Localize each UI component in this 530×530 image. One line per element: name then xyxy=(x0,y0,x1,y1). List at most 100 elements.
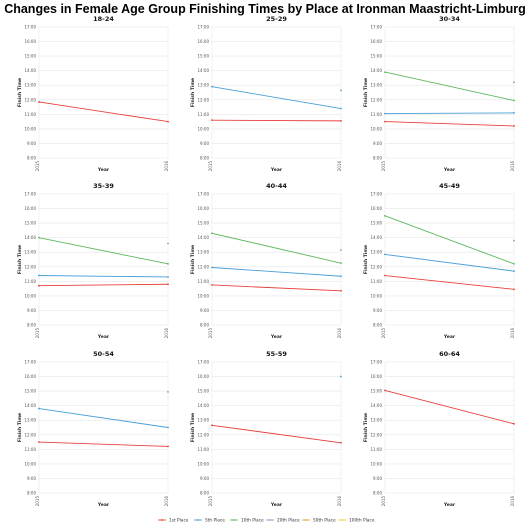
panel-55-59: 55-59 8:00 9:00 10:00 11:00 12:00 13:00 14:00 15… xyxy=(190,350,342,508)
panel-35-39-ytick-label: 17:00 xyxy=(24,192,36,197)
panel-25-29-ytick-label: 12:00 xyxy=(197,97,209,102)
legend-label-100th-place: 100th Place xyxy=(349,518,375,524)
panel-35-39-ytick-label: 14:00 xyxy=(24,235,36,240)
panel-30-34-ylabel: Finish Time xyxy=(363,78,369,107)
panel-40-44-5th-place-line xyxy=(211,267,342,277)
panel-18-24-ytick-label: 15:00 xyxy=(24,54,36,59)
panel-55-59-ytick-label: 11:00 xyxy=(197,447,209,452)
panel-60-64-ytick-label: 13:00 xyxy=(370,418,382,423)
panel-35-39-title: 35-39 xyxy=(93,182,114,190)
panel-60-64-xtick-label: 2015 xyxy=(381,496,386,507)
panel-35-39-10th-place-point xyxy=(167,262,169,265)
panel-45-49-ytick-label: 14:00 xyxy=(370,235,382,240)
panel-45-49: 45-49 8:00 9:00 10:00 11:00 12:00 13:00 14:00 15… xyxy=(363,182,515,340)
panel-45-49-10th-place-point xyxy=(384,214,386,217)
panel-30-34-ytick-label: 9:00 xyxy=(373,141,382,146)
panel-55-59-title: 55-59 xyxy=(266,350,287,358)
panel-50-54-ytick-label: 8:00 xyxy=(27,491,36,496)
chart-title: Changes in Female Age Group Finishing Ti… xyxy=(4,2,526,16)
panel-50-54-xtick-label: 2015 xyxy=(35,496,40,507)
panel-30-34-ytick-label: 16:00 xyxy=(370,39,382,44)
panel-60-64-ytick-label: 15:00 xyxy=(370,389,382,394)
panel-55-59-ytick-label: 9:00 xyxy=(200,476,209,481)
panel-25-29-ytick-label: 15:00 xyxy=(197,54,209,59)
panel-60-64-ytick-label: 10:00 xyxy=(370,461,382,466)
panel-45-49-ytick-label: 9:00 xyxy=(373,308,382,313)
legend-item-5th-place: 5th Place xyxy=(194,518,225,524)
panel-55-59-ytick-label: 15:00 xyxy=(197,389,209,394)
panel-30-34-10th-place-point xyxy=(513,99,515,102)
panel-25-29-1st-place-line xyxy=(211,119,342,122)
panel-30-34-1st-place-line xyxy=(384,121,515,127)
panel-30-34-ytick-label: 15:00 xyxy=(370,54,382,59)
panel-60-64: 60-64 8:00 9:00 10:00 11:00 12:00 13:00 14:00 15… xyxy=(363,350,515,508)
legend-item-1st-place: 1st Place xyxy=(158,518,189,524)
panel-50-54-10th-place-point xyxy=(167,390,169,393)
panel-50-54-ylabel: Finish Time xyxy=(17,413,23,442)
panel-35-39-ytick-label: 8:00 xyxy=(27,323,36,328)
panel-30-34-xlabel: Year xyxy=(443,167,456,173)
legend-item-50th-place: 50th Place xyxy=(302,518,336,524)
legend-label-10th-place: 10th Place xyxy=(241,518,264,524)
panel-30-34-5th-place-point xyxy=(384,112,386,115)
panel-45-49-ytick-label: 10:00 xyxy=(370,293,382,298)
panel-50-54-title: 50-54 xyxy=(93,350,114,358)
panel-60-64-ytick-label: 17:00 xyxy=(370,360,382,365)
panel-18-24-ytick-label: 9:00 xyxy=(27,141,36,146)
panel-40-44-10th-place-point xyxy=(340,262,342,265)
panel-45-49-xtick-label: 2015 xyxy=(381,328,386,339)
panel-40-44-ytick-label: 15:00 xyxy=(197,221,209,226)
panel-60-64-ytick-label: 12:00 xyxy=(370,432,382,437)
panel-50-54-ytick-label: 16:00 xyxy=(24,374,36,379)
panel-30-34-ytick-label: 12:00 xyxy=(370,97,382,102)
panel-35-39-ytick-label: 16:00 xyxy=(24,206,36,211)
panel-35-39-5th-place-point xyxy=(167,276,169,278)
legend-label-1st-place: 1st Place xyxy=(169,518,189,524)
panel-18-24-ytick-label: 16:00 xyxy=(24,39,36,44)
panel-50-54-ytick-label: 12:00 xyxy=(24,432,36,437)
panel-40-44-5th-place-point xyxy=(211,266,213,269)
panel-25-29-ytick-label: 17:00 xyxy=(197,25,209,30)
panel-45-49-20th-place-point xyxy=(513,239,515,242)
panel-45-49-5th-place-point xyxy=(513,270,515,273)
panel-60-64-xtick-label: 2016 xyxy=(510,496,515,507)
legend-label-5th-place: 5th Place xyxy=(205,518,225,524)
panel-25-29-title: 25-29 xyxy=(266,15,287,23)
panel-30-34-5th-place-point xyxy=(513,111,515,114)
panel-45-49-ytick-label: 17:00 xyxy=(370,192,382,197)
panel-45-49-10th-place-line xyxy=(384,215,515,265)
panel-30-34-xtick-label: 2016 xyxy=(510,161,515,172)
panel-45-49-1st-place-point xyxy=(513,288,515,291)
panel-30-34-5th-place-line xyxy=(384,112,515,115)
panel-40-44-1st-place-point xyxy=(211,284,213,286)
panel-60-64-1st-place-point xyxy=(384,389,386,392)
panel-25-29-ytick-label: 16:00 xyxy=(197,39,209,44)
panel-55-59-ytick-label: 13:00 xyxy=(197,418,209,423)
legend-marker-10th-place xyxy=(233,519,235,521)
panel-18-24-xtick-label: 2016 xyxy=(164,161,169,172)
panel-25-29-10th-place-point xyxy=(340,89,342,92)
panel-35-39-xlabel: Year xyxy=(97,334,110,340)
panel-45-49-ytick-label: 16:00 xyxy=(370,206,382,211)
panel-35-39: 35-39 8:00 9:00 10:00 11:00 12:00 13:00 14:00 15… xyxy=(17,182,169,340)
panel-18-24-ytick-label: 10:00 xyxy=(24,126,36,131)
panel-45-49-ylabel: Finish Time xyxy=(363,245,369,274)
panel-50-54-ytick-label: 15:00 xyxy=(24,389,36,394)
panel-35-39-10th-place-line xyxy=(38,237,169,265)
panel-50-54-xtick-label: 2016 xyxy=(164,496,169,507)
panel-25-29-ytick-label: 9:00 xyxy=(200,141,209,146)
panel-25-29: 25-29 8:00 9:00 10:00 11:00 12:00 13:00 14:00 15… xyxy=(190,15,342,173)
panel-18-24-xtick-label: 2015 xyxy=(35,161,40,172)
panel-25-29-ytick-label: 8:00 xyxy=(200,156,209,161)
panel-40-44-xlabel: Year xyxy=(270,334,283,340)
legend-item-10th-place: 10th Place xyxy=(230,518,264,524)
panel-55-59-ytick-label: 12:00 xyxy=(197,432,209,437)
panel-50-54-1st-place-line xyxy=(38,441,169,447)
panel-25-29-1st-place-point xyxy=(340,119,342,122)
panel-40-44: 40-44 8:00 9:00 10:00 11:00 12:00 13:00 14:00 15… xyxy=(190,182,342,340)
panel-50-54-5th-place-line xyxy=(38,408,169,428)
panel-45-49-ytick-label: 8:00 xyxy=(373,323,382,328)
panel-30-34-10th-place-line xyxy=(384,71,515,101)
panel-18-24-ytick-label: 13:00 xyxy=(24,83,36,88)
panel-30-34-ytick-label: 11:00 xyxy=(370,112,382,117)
